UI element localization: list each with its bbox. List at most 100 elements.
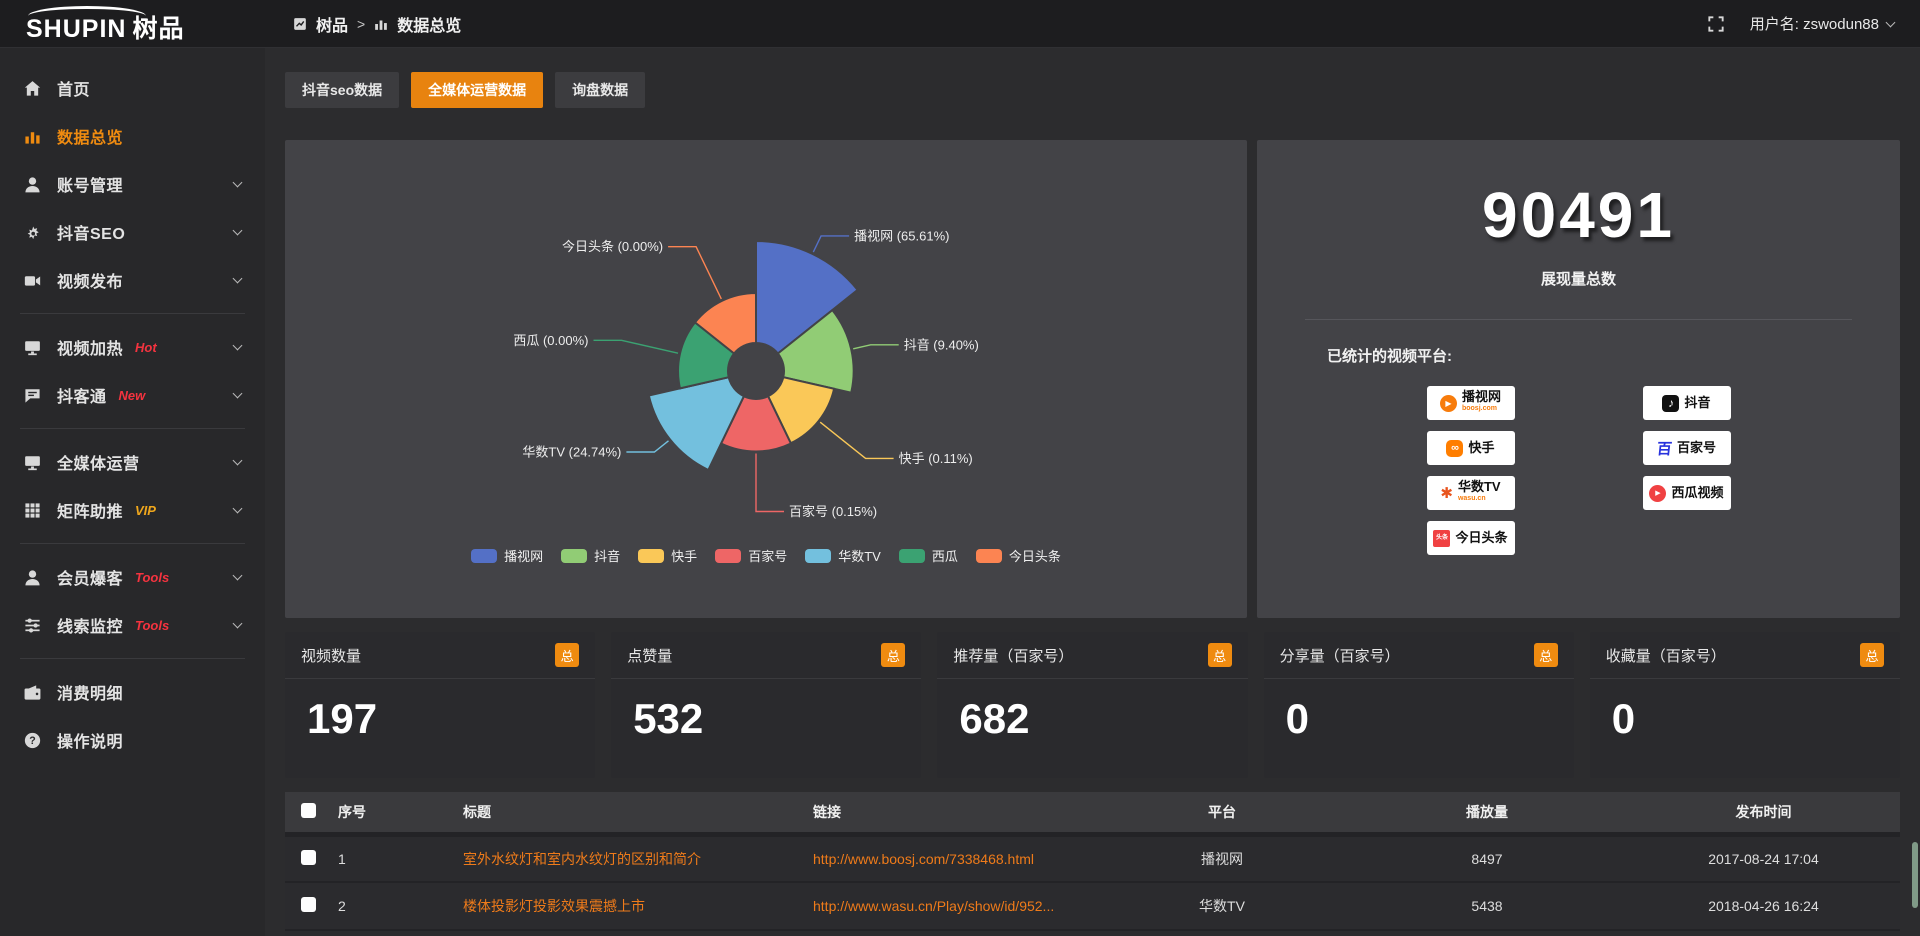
sidebar-item-media-operation[interactable]: 全媒体运营 xyxy=(0,438,265,486)
topbar: SHUPIN 树品 树品 > 数据总览 用户名: zswodun88 xyxy=(0,0,1920,48)
pie-label-line-5 xyxy=(593,339,679,354)
sidebar-item-tag: VIP xyxy=(135,502,156,518)
pie-label-1: 抖音 (9.40%) xyxy=(904,337,979,352)
platform-badge-baijia: 百百家号 xyxy=(1642,431,1731,465)
toutiao-icon: 头条 xyxy=(1433,529,1451,547)
overview-panels: 播视网 (65.61%) 抖音 (9.40%) 快手 (0.11%) 百家号 (0.1… xyxy=(285,140,1900,618)
video-url-link[interactable]: http://www.wasu.cn/Play/show/id/952... xyxy=(813,898,1055,914)
user-menu[interactable]: 用户名: zswodun88 xyxy=(1749,13,1896,34)
sidebar-item-label: 视频发布 xyxy=(57,274,124,291)
pie-label-line-6 xyxy=(668,245,722,300)
sidebar-item-douyin-seo[interactable]: 抖音SEO xyxy=(0,208,265,256)
stat-card-1: 点赞量 总 532 xyxy=(611,632,922,778)
video-title-link[interactable]: 楼体投影灯投影效果震撼上市 xyxy=(463,898,645,914)
sidebar-item-clue-monitor[interactable]: 线索监控 Tools xyxy=(0,601,265,649)
legend-item[interactable]: 百家号 xyxy=(715,546,787,565)
platform-name: 快手 xyxy=(1468,440,1495,455)
table-row: 1 室外水纹灯和室内水纹灯的区别和简介 http://www.boosj.com/7… xyxy=(285,834,1900,883)
pie-slice-6[interactable] xyxy=(693,291,757,355)
sidebar-item-video-publish[interactable]: 视频发布 xyxy=(0,256,265,304)
pie-chart-svg: 播视网 (65.61%) 抖音 (9.40%) 快手 (0.11%) 百家号 (0.1… xyxy=(513,228,979,519)
tab-0[interactable]: 抖音seo数据 xyxy=(285,72,400,108)
tab-1[interactable]: 全媒体运营数据 xyxy=(411,72,544,108)
stat-card-header: 推荐量（百家号） 总 xyxy=(937,632,1248,679)
kuaishou-icon: ∞ xyxy=(1446,439,1464,457)
sidebar-item-label: 矩阵助推 xyxy=(57,504,124,521)
video-icon xyxy=(24,272,41,289)
platform-name: 抖音 xyxy=(1684,395,1711,410)
legend-item[interactable]: 西瓜 xyxy=(898,546,958,565)
cell-link: http://www.wasu.cn/Play/show/id/952... xyxy=(807,882,1097,931)
username-label: 用户名: zswodun88 xyxy=(1749,16,1879,33)
legend-label: 百家号 xyxy=(748,549,788,564)
sidebar-item-account-manage[interactable]: 账号管理 xyxy=(0,160,265,208)
cell-link: http://www.boosj.com/7338468.html xyxy=(807,834,1097,883)
pie-label-0: 播视网 (65.61%) xyxy=(854,228,949,243)
pie-slice-1[interactable] xyxy=(776,308,855,394)
stat-card-title: 点赞量 xyxy=(627,647,673,665)
platform-name: 西瓜视频 xyxy=(1671,485,1724,500)
sidebar-item-label: 抖音SEO xyxy=(57,226,126,243)
platform-badge-wasu: ✱ 华数TV wasu.cn xyxy=(1426,476,1515,510)
wallet-icon xyxy=(24,684,41,701)
row-checkbox[interactable] xyxy=(301,849,316,865)
platform-badge-kuaishou: ∞ 快手 xyxy=(1426,431,1515,465)
fullscreen-icon[interactable] xyxy=(1708,15,1724,32)
cell-plays: 5438 xyxy=(1347,882,1627,931)
baijiahao-icon: 百 xyxy=(1655,440,1673,458)
chevron-down-icon xyxy=(232,273,243,284)
stat-card-header: 点赞量 总 xyxy=(611,632,922,679)
row-checkbox-cell xyxy=(285,882,332,931)
stat-card-2: 推荐量（百家号） 总 682 xyxy=(937,632,1248,778)
sidebar-item-video-heat[interactable]: 视频加热 Hot xyxy=(0,323,265,371)
sidebar-item-label: 消费明细 xyxy=(57,686,124,703)
video-title-link[interactable]: 室外水纹灯和室内水纹灯的区别和简介 xyxy=(463,850,701,867)
table-header-row: 序号 标题 链接 平台 播放量 发布时间 xyxy=(285,792,1900,834)
legend-swatch xyxy=(898,548,925,563)
legend-label: 华数TV xyxy=(838,549,881,564)
chevron-down-icon xyxy=(1885,17,1896,27)
sidebar-divider xyxy=(20,428,245,429)
legend-item[interactable]: 抖音 xyxy=(561,546,620,565)
pie-label-line-3 xyxy=(755,453,784,513)
total-badge: 总 xyxy=(1207,643,1232,667)
chevron-down-icon xyxy=(232,225,243,236)
breadcrumb-current: 数据总览 xyxy=(397,17,462,35)
sidebar-item-matrix-boost[interactable]: 矩阵助推 VIP xyxy=(0,486,265,534)
bar-chart-icon xyxy=(374,17,388,31)
chevron-down-icon xyxy=(232,503,243,514)
legend-item[interactable]: 华数TV xyxy=(805,546,881,565)
pie-slice-4[interactable] xyxy=(647,376,746,472)
sidebar: 首页 数据总览 账号管理 抖音SEO 视频发布 视频加热 Hot 抖客通 New 全媒体运营 矩阵助… xyxy=(0,48,265,936)
sidebar-item-member-baoke[interactable]: 会员爆客 Tools xyxy=(0,553,265,601)
total-badge: 总 xyxy=(1533,643,1558,667)
legend-swatch xyxy=(638,548,665,563)
video-url-link[interactable]: http://www.boosj.com/7338468.html xyxy=(813,850,1035,867)
legend-label: 抖音 xyxy=(594,549,621,564)
page-scrollbar-thumb[interactable] xyxy=(1912,842,1918,908)
platform-badge-grid: ▶ 播视网 boosj.com ♪ 抖音 ∞ 快手 百百家号 ✱ 华数TV wasu.cn ▶ 西瓜视频… xyxy=(1257,386,1900,555)
sidebar-item-tag: Hot xyxy=(135,339,157,355)
stat-card-value: 197 xyxy=(307,695,378,742)
sidebar-item-label: 账号管理 xyxy=(57,178,124,195)
sidebar-item-douketong[interactable]: 抖客通 New xyxy=(0,371,265,419)
sidebar-item-data-overview[interactable]: 数据总览 xyxy=(0,112,265,160)
sidebar-item-operation-guide[interactable]: ? 操作说明 xyxy=(0,716,265,764)
legend-item[interactable]: 快手 xyxy=(638,546,697,565)
table-row: 2 楼体投影灯投影效果震撼上市 http://www.wasu.cn/Play/sh… xyxy=(285,882,1900,931)
wasu-burst-icon: ✱ xyxy=(1440,485,1453,502)
sidebar-item-home[interactable]: 首页 xyxy=(0,64,265,112)
breadcrumb-root[interactable]: 树品 xyxy=(316,17,349,35)
svg-text:?: ? xyxy=(29,735,35,747)
stat-card-title: 分享量（百家号） xyxy=(1279,647,1400,665)
platform-badge-douyin: ♪ 抖音 xyxy=(1642,386,1731,420)
video-table-wrap: 序号 标题 链接 平台 播放量 发布时间 1 室外水纹灯和室内水纹灯的区别和简介 http:/… xyxy=(285,792,1900,936)
tab-2[interactable]: 询盘数据 xyxy=(555,72,646,108)
pie-slice-0[interactable] xyxy=(755,239,860,355)
row-checkbox[interactable] xyxy=(301,897,316,912)
select-all-checkbox[interactable] xyxy=(301,802,316,818)
sidebar-item-consume-detail[interactable]: 消费明细 xyxy=(0,668,265,716)
legend-item[interactable]: 播视网 xyxy=(471,546,543,565)
platform-domain: wasu.cn xyxy=(1457,495,1486,502)
legend-item[interactable]: 今日头条 xyxy=(975,546,1061,565)
